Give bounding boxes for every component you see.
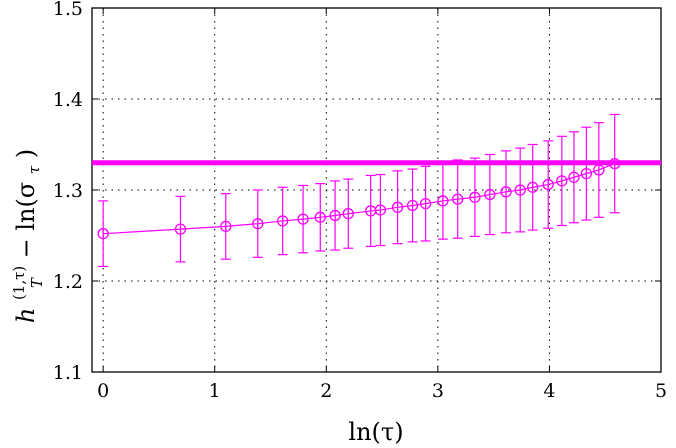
plot-area xyxy=(92,113,661,268)
x-tick-label: 2 xyxy=(320,380,332,402)
y-label-rest: − ln(σ xyxy=(12,182,40,259)
data-point xyxy=(514,147,526,233)
x-tick-label: 1 xyxy=(209,380,221,402)
data-point xyxy=(329,180,341,251)
x-tick-label: 5 xyxy=(655,380,667,402)
y-tick-label: 1.5 xyxy=(53,0,83,20)
data-point xyxy=(452,159,464,239)
y-tick-label: 1.4 xyxy=(53,89,83,111)
data-point xyxy=(527,143,539,231)
x-tick-label: 3 xyxy=(432,380,444,402)
grid xyxy=(92,8,661,372)
data-point xyxy=(580,126,593,221)
data-point xyxy=(252,189,264,258)
tick-labels: 0 1 2 3 4 5 1.1 1.2 1.3 1.4 1.5 xyxy=(53,0,667,402)
data-point xyxy=(500,150,512,234)
data-point xyxy=(556,135,568,227)
data-point xyxy=(469,157,481,238)
data-point xyxy=(419,165,432,242)
data-point xyxy=(542,140,554,229)
data-point xyxy=(277,186,289,256)
y-label-sigma-sub: τ xyxy=(25,165,43,174)
data-point xyxy=(437,162,449,240)
y-tick-label: 1.3 xyxy=(53,180,83,202)
data-point xyxy=(220,193,232,260)
y-label-h: h xyxy=(12,308,40,323)
data-point xyxy=(97,200,109,268)
data-point xyxy=(406,168,419,243)
y-label-h-sup: (1,τ) xyxy=(10,266,28,300)
y-axis-label: h (1,τ) T − ln(σ τ ) xyxy=(2,149,48,323)
data-point xyxy=(484,153,496,236)
data-point xyxy=(568,131,580,224)
x-tick-label: 4 xyxy=(543,380,555,402)
data-point xyxy=(342,178,354,249)
data-point xyxy=(609,113,621,214)
y-tick-label: 1.2 xyxy=(53,271,83,293)
data-point xyxy=(391,170,404,245)
y-label-h-sub: T xyxy=(28,277,46,288)
y-tick-label: 1.1 xyxy=(53,362,83,384)
ticks xyxy=(92,7,662,373)
x-tick-label: 0 xyxy=(97,380,109,402)
data-point xyxy=(314,183,326,252)
data-point xyxy=(174,195,187,263)
x-axis-label: ln(τ) xyxy=(348,418,403,446)
data-point xyxy=(374,173,387,247)
data-point xyxy=(593,122,605,218)
svg-text:h (1,τ) T −: h (1,τ) T − ln(σ τ ) xyxy=(2,149,48,323)
data-point xyxy=(297,184,309,254)
y-label-close: ) xyxy=(12,149,40,158)
